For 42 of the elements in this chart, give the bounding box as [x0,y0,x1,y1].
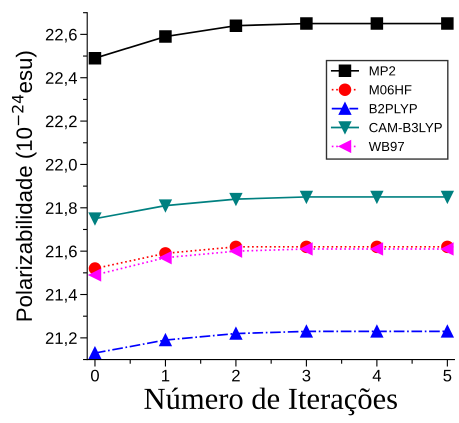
x-tick-label: 0 [90,370,99,382]
point [230,192,242,206]
y-tick-label: 21,4 [46,288,78,303]
legend-label: B2PLYP [370,104,417,114]
legend-label: WB97 [368,142,404,152]
point [159,251,172,264]
point [300,325,313,338]
y-axis-title: Polarizabilidade (10$^{−24}$esu) [12,52,36,320]
x-tick-label: 2 [232,370,240,382]
y-tick-label: 22,6 [46,28,77,43]
legend-label: MP2 [370,66,396,76]
y-tick-label: 21,2 [46,332,77,346]
point [441,17,454,30]
point [370,190,384,204]
x-tick-label: 5 [443,370,452,382]
point [159,30,172,43]
point [370,325,384,338]
point [88,346,102,360]
legend-label: M06HF [370,85,412,94]
y-tick-label: 21,8 [46,202,77,216]
point [88,268,102,282]
point [300,190,313,204]
point [300,17,313,30]
y-tick-label: 22,4 [46,72,78,86]
y-tick-label: 21,6 [46,246,77,260]
point [88,52,102,64]
x-tick-label: 3 [302,370,310,382]
x-tick-label: 4 [372,370,382,382]
point [441,190,454,204]
legend-label: CAM-B3LYP [369,122,442,132]
point [159,199,172,212]
point [230,327,242,340]
point [159,334,172,346]
y-tick-label: 22,0 [46,158,77,173]
point [441,325,454,338]
y-tick-label: 22,2 [46,115,77,130]
point [88,212,102,225]
x-tick-label: 1 [162,370,170,382]
x-axis-title: Número de Iterações [144,388,397,416]
point [370,17,384,30]
point [230,19,242,32]
point [230,244,242,258]
